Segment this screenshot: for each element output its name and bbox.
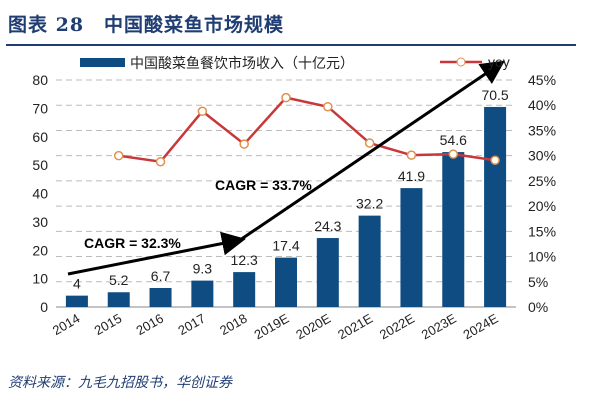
- bar: [400, 188, 423, 307]
- bar: [107, 292, 130, 307]
- bar: [233, 272, 256, 307]
- bar: [442, 152, 465, 307]
- cagr-arrow: [67, 231, 246, 276]
- bar-value-label: 17.4: [272, 238, 299, 254]
- x-tick-label: 2020E: [293, 310, 333, 342]
- bar-value-label: 54.6: [440, 132, 467, 148]
- legend-bar-swatch: [80, 58, 125, 67]
- bar-value-label: 4: [73, 276, 81, 292]
- right-tick-label: 5%: [528, 274, 548, 290]
- right-tick-label: 20%: [528, 198, 556, 214]
- x-tick-label: 2018: [217, 311, 250, 338]
- yoy-line: [118, 96, 496, 164]
- bar-value-label: 41.9: [398, 168, 425, 184]
- bar-value-label: 12.3: [231, 252, 258, 268]
- legend-bar-label: 中国酸菜鱼餐饮市场收入（十亿元）: [130, 55, 354, 71]
- left-tick-label: 80: [32, 72, 48, 88]
- source-note: 资料来源：九毛九招股书，华创证券: [8, 375, 232, 391]
- yoy-point: [448, 149, 459, 159]
- bar: [316, 238, 339, 307]
- bar-value-label: 9.3: [193, 261, 213, 277]
- yoy-point: [406, 150, 417, 160]
- bar-value-label: 24.3: [314, 218, 341, 234]
- yoy-point: [364, 138, 375, 148]
- x-tick-label: 2016: [133, 311, 166, 338]
- yoy-point: [113, 150, 124, 161]
- x-tick-label: 2014: [50, 311, 83, 338]
- left-tick-label: 40: [32, 186, 48, 202]
- left-tick-label: 70: [32, 100, 48, 116]
- left-tick-label: 0: [40, 299, 48, 315]
- title-rule: [6, 44, 576, 46]
- bar: [358, 215, 381, 307]
- right-tick-label: 15%: [528, 223, 556, 239]
- legend-line-label: yoy: [488, 54, 510, 70]
- x-tick-label: 2022E: [377, 310, 417, 342]
- bar: [191, 280, 214, 307]
- right-tick-label: 0%: [528, 299, 548, 315]
- cagr-annotation: CAGR = 33.7%: [215, 177, 312, 193]
- x-tick-label: 2019E: [251, 310, 291, 342]
- x-tick-label: 2017: [175, 311, 208, 338]
- yoy-point: [239, 139, 249, 149]
- bar: [484, 106, 507, 307]
- bar-value-label: 6.7: [151, 268, 171, 284]
- yoy-point: [323, 101, 333, 112]
- right-tick-label: 25%: [528, 173, 556, 189]
- bar-value-label: 70.5: [481, 87, 508, 103]
- bar: [65, 295, 88, 307]
- left-tick-label: 20: [32, 242, 48, 258]
- right-tick-label: 30%: [528, 148, 556, 164]
- yoy-point: [197, 106, 208, 117]
- x-tick-label: 2024E: [461, 310, 501, 342]
- left-tick-label: 60: [32, 129, 48, 145]
- x-tick-label: 2023E: [419, 310, 459, 342]
- left-tick-label: 10: [32, 271, 48, 287]
- cagr-arrow: [239, 60, 505, 242]
- yoy-point: [155, 156, 166, 167]
- bar: [275, 257, 297, 307]
- bar: [149, 287, 172, 307]
- bar-value-label: 5.2: [109, 272, 129, 288]
- right-tick-label: 40%: [528, 97, 556, 113]
- left-tick-label: 50: [32, 157, 48, 173]
- right-tick-label: 45%: [528, 72, 556, 88]
- legend-line-marker: [456, 57, 466, 67]
- chart-title: 图表 28 中国酸菜鱼市场规模: [8, 14, 285, 36]
- bar-value-label: 32.2: [356, 196, 383, 212]
- right-tick-label: 10%: [528, 249, 556, 265]
- right-tick-label: 35%: [528, 122, 556, 138]
- left-tick-label: 30: [32, 214, 48, 230]
- yoy-point: [490, 155, 500, 165]
- x-tick-label: 2021E: [335, 310, 375, 342]
- cagr-annotation: CAGR = 32.3%: [84, 235, 181, 251]
- yoy-point: [281, 92, 291, 103]
- x-tick-label: 2015: [92, 311, 125, 338]
